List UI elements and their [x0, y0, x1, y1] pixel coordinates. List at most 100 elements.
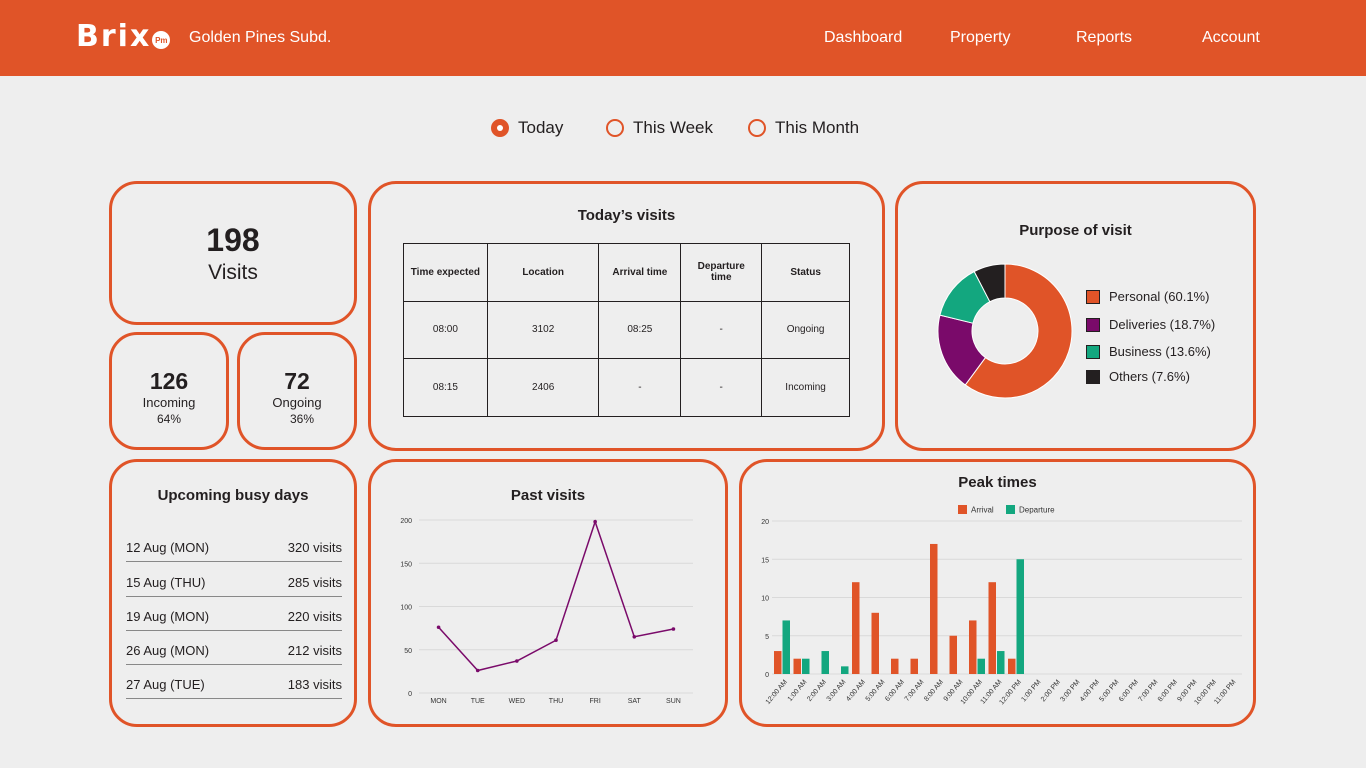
busy-day-visits: 285 visits	[287, 575, 342, 590]
brix-logo[interactable]: Brix Pm	[76, 22, 171, 52]
y-tick-label: 0	[765, 672, 769, 679]
incoming-label: Incoming	[142, 395, 196, 410]
range-option-this-month[interactable]: This Month	[748, 118, 859, 138]
x-tick-label: THU	[549, 698, 563, 705]
x-tick-label: FRI	[590, 698, 601, 705]
legend-item-business: Business (13.6%)	[1086, 344, 1211, 359]
x-tick-label: 2:00 AM	[806, 679, 828, 703]
range-label-today: Today	[518, 118, 564, 137]
range-option-this-week[interactable]: This Week	[606, 118, 713, 138]
legend-label: Others (7.6%)	[1109, 369, 1190, 384]
bar-arrival	[793, 658, 801, 674]
top-navbar: Brix Pm Golden Pines Subd. Dashboard Pro…	[0, 0, 1366, 76]
x-tick-label: 5:00 PM	[1098, 679, 1120, 704]
y-tick-label: 0	[408, 691, 412, 698]
range-label-this-month: This Month	[775, 118, 860, 137]
busy-day-date: 27 Aug (TUE)	[126, 677, 205, 692]
x-tick-label: MON	[430, 698, 446, 705]
table-cell: 08:00	[403, 300, 488, 359]
legend-item-others: Others (7.6%)	[1086, 369, 1190, 384]
nav-account[interactable]: Account	[1202, 29, 1260, 46]
busy-day-visits: 183 visits	[287, 677, 342, 692]
busy-day-visits: 220 visits	[287, 609, 342, 624]
table-cell: -	[598, 358, 682, 417]
table-row[interactable]: 08:00 3102 08:25 - Ongoing	[403, 300, 850, 359]
radio-unselected-icon[interactable]	[606, 119, 624, 137]
busy-days-card: Upcoming busy days	[109, 459, 357, 727]
bar-departure	[977, 658, 985, 674]
data-point	[515, 659, 519, 663]
table-row[interactable]: 08:15 2406 - - Incoming	[403, 358, 850, 417]
total-visits-label: Visits	[208, 261, 258, 284]
busy-day-visits: 320 visits	[287, 540, 342, 555]
x-tick-label: TUE	[471, 698, 485, 705]
legend-swatch	[958, 505, 967, 514]
pie-slice-3	[973, 263, 1006, 303]
incoming-percent: 64%	[156, 412, 182, 426]
column-header: Time expected	[403, 243, 488, 302]
column-header: Departure time	[680, 243, 763, 302]
x-tick-label: 5:00 AM	[865, 679, 887, 703]
column-header: Arrival time	[598, 243, 682, 302]
bar-departure	[997, 651, 1005, 674]
x-tick-label: 1:00 PM	[1020, 679, 1042, 704]
legend-swatch	[1086, 317, 1100, 332]
x-tick-label: WED	[509, 698, 525, 705]
nav-property[interactable]: Property	[950, 29, 1011, 46]
bar-departure	[841, 666, 849, 674]
legend-swatch	[1086, 369, 1100, 384]
y-tick-label: 100	[400, 605, 412, 612]
column-header: Status	[761, 243, 850, 302]
y-tick-label: 200	[400, 518, 412, 525]
subdivision-name: Golden Pines Subd.	[189, 29, 332, 46]
bar-departure	[821, 651, 829, 674]
x-tick-label: 6:00 AM	[884, 679, 906, 703]
ongoing-percent: 36%	[289, 412, 315, 426]
nav-dashboard[interactable]: Dashboard	[824, 29, 903, 46]
ongoing-card: 72 Ongoing 36%	[237, 332, 357, 450]
range-option-today[interactable]: Today	[491, 118, 563, 138]
bar-departure	[1016, 559, 1024, 674]
x-tick-label: 12:00 AM	[765, 679, 789, 706]
bar-arrival	[871, 612, 879, 674]
legend-item-deliveries: Deliveries (18.7%)	[1086, 317, 1215, 332]
bar-departure	[802, 658, 810, 674]
data-point	[475, 668, 480, 673]
bar-arrival	[988, 582, 996, 674]
data-point	[593, 519, 597, 524]
column-header: Location	[486, 243, 600, 302]
logo-badge: Pm	[152, 31, 171, 49]
data-point	[554, 638, 558, 643]
bar-arrival	[969, 620, 977, 674]
radio-selected-icon[interactable]	[491, 119, 509, 137]
list-item: 26 Aug (MON) 212 visits	[126, 631, 342, 665]
x-tick-label: 4:00 AM	[845, 679, 867, 703]
bar-departure	[782, 620, 790, 674]
nav-reports[interactable]: Reports	[1076, 29, 1133, 46]
past-visits-title: Past visits	[510, 487, 586, 504]
incoming-card: 126 Incoming 64%	[109, 332, 229, 450]
todays-visits-title: Today’s visits	[577, 207, 676, 224]
past-visits-line-chart: 0 50 100 150 200 MON TUE WED THU FRI SAT SUN	[400, 518, 693, 705]
radio-unselected-icon[interactable]	[748, 119, 766, 137]
y-tick-label: 15	[761, 557, 769, 564]
ongoing-label: Ongoing	[272, 395, 322, 410]
table-cell: -	[680, 358, 763, 417]
y-tick-label: 10	[761, 596, 769, 603]
data-point	[436, 625, 441, 630]
busy-day-visits: 212 visits	[287, 643, 342, 658]
data-point	[632, 634, 637, 639]
bar-arrival	[949, 635, 957, 674]
y-tick-label: 5	[765, 634, 769, 641]
legend-swatch	[1006, 505, 1015, 514]
x-tick-label: 7:00 PM	[1137, 679, 1159, 704]
incoming-count: 126	[149, 368, 189, 394]
list-item: 15 Aug (THU) 285 visits	[126, 563, 342, 597]
purpose-donut-chart	[937, 263, 1073, 399]
x-tick-label: 8:00 PM	[1157, 679, 1179, 704]
x-tick-label: 6:00 PM	[1118, 679, 1140, 704]
past-visits-card: Past visits	[368, 459, 728, 727]
bar-arrival	[930, 543, 938, 674]
bar-arrival	[852, 582, 860, 674]
